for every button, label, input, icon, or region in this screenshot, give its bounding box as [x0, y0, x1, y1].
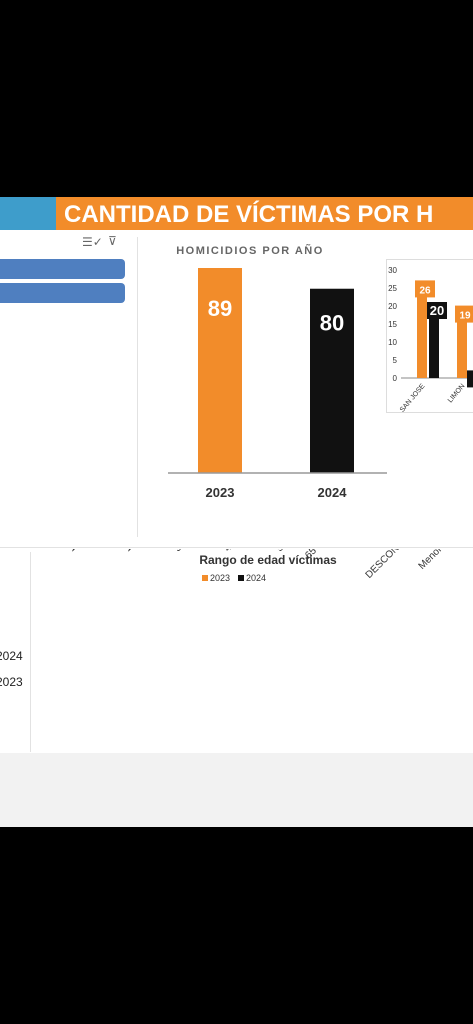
legend-label-2023: 2023 — [210, 573, 230, 583]
x-tick-30 - 39: 30 - 39 — [172, 549, 202, 554]
label-box-SAN JOSE-s1 — [427, 302, 447, 319]
y-tick-5: 5 — [393, 356, 398, 365]
x-tick-2023: 2023 — [206, 485, 235, 500]
footer-area — [0, 753, 473, 827]
banner-title: CANTIDAD DE VÍCTIMAS POR H — [56, 197, 473, 230]
bar-2023 — [198, 268, 242, 473]
x-tick-18 - 29: 18 - 29 — [122, 549, 152, 554]
x-tick-SAN JOSE: SAN JOSE — [399, 383, 427, 412]
y-tick-10: 10 — [388, 338, 397, 347]
divider-horizontal — [0, 547, 473, 548]
chart-rango-edad: Rango de edad víctimas051015202530353332… — [66, 549, 465, 583]
slicer-label-2023: 2023 — [0, 675, 23, 689]
dashboard: CANTIDAD DE VÍCTIMAS POR H ☰✓ ⊽ 2024 202… — [0, 197, 473, 827]
y-tick-0: 0 — [393, 374, 398, 383]
data-label-2023: 89 — [208, 296, 232, 321]
banner-left-block — [0, 197, 56, 230]
provinces-panel: 0510152025302619201SAN JOSELIMONPU — [386, 259, 473, 414]
multi-select-icon[interactable]: ☰✓ — [82, 235, 103, 249]
label-box-SAN JOSE-s0 — [415, 280, 435, 298]
legend-label-2024: 2024 — [246, 573, 266, 583]
x-tick-Menor de 12: Menor de 12 — [417, 549, 465, 572]
bar-LIMON-s0 — [457, 309, 467, 378]
x-tick-DESCONOCI...: DESCONOCI... — [364, 549, 421, 581]
bar-2024 — [310, 288, 354, 473]
x-tick-2024: 2024 — [318, 485, 348, 500]
x-tick-12 - 17: 12 - 17 — [66, 549, 96, 554]
data-label-SAN JOSE-s0: 26 — [419, 285, 431, 296]
chart-provinces: 0510152025302619201SAN JOSELIMONPU — [388, 266, 473, 414]
data-label-LIMON-s0: 19 — [459, 311, 471, 322]
bar-SAN JOSE-s0 — [417, 284, 427, 378]
divider-left — [30, 552, 31, 752]
y-tick-15: 15 — [388, 320, 397, 329]
chart-title: Rango de edad víctimas — [199, 553, 337, 567]
data-label-2024: 80 — [320, 311, 344, 336]
legend-swatch-2024 — [238, 575, 244, 581]
chart-homicidios-por-ano: HOMICIDIOS POR AÑO 89 2023 80 2024 — [168, 244, 387, 500]
clear-filter-icon[interactable]: ⊽ — [108, 234, 117, 248]
y-tick-30: 30 — [388, 266, 397, 275]
slicer-label-2024: 2024 — [0, 649, 23, 663]
bar-SAN JOSE-s1 — [429, 306, 439, 378]
slicer-item-1[interactable] — [0, 259, 125, 279]
x-tick-LIMON: LIMON — [447, 383, 467, 404]
legend-swatch-2023 — [202, 575, 208, 581]
label-box-LIMON-s1 — [467, 370, 473, 388]
divider-vertical — [137, 237, 138, 537]
label-box-LIMON-s0 — [455, 305, 473, 323]
slicer-item-2[interactable] — [0, 283, 125, 303]
data-label-SAN JOSE-s1: 20 — [430, 303, 444, 318]
y-tick-25: 25 — [388, 284, 397, 293]
chart-title: HOMICIDIOS POR AÑO — [176, 244, 324, 257]
y-tick-20: 20 — [388, 302, 397, 311]
